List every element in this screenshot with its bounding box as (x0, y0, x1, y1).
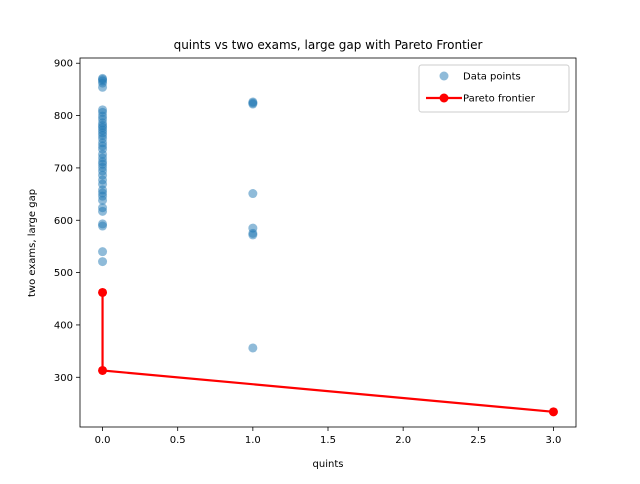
data-point (98, 195, 108, 205)
x-tick-label: 0.5 (170, 435, 186, 446)
y-tick-label: 300 (54, 373, 73, 384)
data-point (248, 230, 258, 240)
y-tick-label: 700 (54, 163, 73, 174)
data-point (98, 247, 108, 257)
x-tick-label: 1.5 (320, 435, 336, 446)
legend-label: Data points (463, 72, 521, 83)
legend-marker-data-points (439, 71, 449, 81)
x-tick-label: 3.0 (546, 435, 562, 446)
y-tick-label: 800 (54, 111, 73, 122)
pareto-frontier-point (98, 365, 108, 375)
x-tick-label: 0.0 (95, 435, 111, 446)
data-point (248, 343, 258, 353)
pareto-frontier-point (98, 287, 108, 297)
y-tick-label: 400 (54, 320, 73, 331)
pareto-frontier-point (548, 407, 558, 417)
y-tick-label: 500 (54, 268, 73, 279)
plot-area (98, 73, 558, 417)
chart-title: quints vs two exams, large gap with Pare… (174, 38, 483, 52)
data-point (98, 257, 108, 267)
x-tick-label: 2.0 (395, 435, 411, 446)
legend-label: Pareto frontier (463, 94, 536, 105)
axes: 0.0 0.5 1.0 1.5 2.0 2.5 3.0 300 400 500 600 700 800 9… (54, 57, 577, 446)
y-tick-label: 600 (54, 216, 73, 227)
data-point (98, 206, 108, 216)
y-tick-label: 900 (54, 59, 73, 70)
legend-marker-pareto-frontier (439, 93, 449, 103)
x-tick-label: 2.5 (470, 435, 486, 446)
y-axis-label: two exams, large gap (27, 189, 38, 297)
x-tick-label: 1.0 (245, 435, 261, 446)
data-point (98, 221, 108, 231)
data-point (98, 82, 108, 92)
legend-frame (418, 64, 570, 113)
data-point (248, 189, 258, 199)
data-point (248, 99, 258, 109)
x-axis-label: quints (313, 459, 344, 470)
legend: Data points Pareto frontier (418, 64, 570, 113)
